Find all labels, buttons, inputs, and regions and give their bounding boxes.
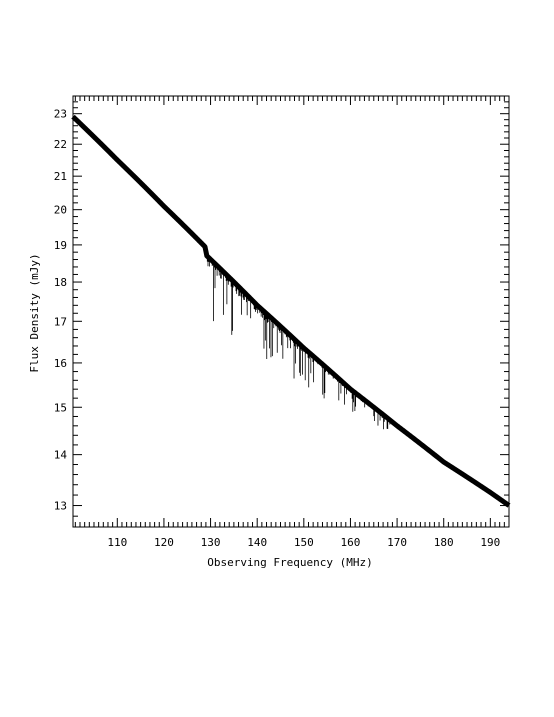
x-tick-label: 130: [201, 536, 221, 549]
x-tick-label: 150: [294, 536, 314, 549]
x-tick-label: 120: [154, 536, 174, 549]
y-tick-label: 17: [54, 315, 67, 328]
x-axis-ticks: 110 120 130 140 150 160 170 180 190: [74, 96, 510, 549]
series-noise: [205, 251, 398, 430]
y-tick-label: 21: [54, 170, 67, 183]
x-tick-label: 140: [247, 536, 267, 549]
y-tick-label: 15: [54, 401, 67, 414]
y-tick-label: 19: [54, 239, 67, 252]
x-tick-label: 170: [387, 536, 407, 549]
y-tick-label: 20: [54, 204, 67, 217]
series-layer: [70, 114, 512, 508]
y-tick-label: 22: [54, 138, 67, 151]
y-tick-label: 18: [54, 276, 67, 289]
plot-border: [72, 95, 510, 528]
y-tick-label: 16: [54, 357, 67, 370]
plot-frame: [72, 95, 510, 528]
y-tick-label: 23: [54, 108, 67, 121]
y-axis-ticks: 13 14 15 16 17 18 19 20 21 22 23: [54, 95, 509, 528]
x-tick-label: 110: [107, 536, 127, 549]
y-tick-label: 13: [54, 500, 67, 513]
y-tick-label: 14: [54, 449, 68, 462]
x-tick-label: 180: [434, 536, 454, 549]
series-line: [70, 114, 512, 508]
x-tick-label: 160: [341, 536, 361, 549]
x-axis-label: Observing Frequency (MHz): [207, 556, 373, 569]
x-tick-label: 190: [480, 536, 500, 549]
y-axis-label: Flux Density (mJy): [28, 253, 41, 372]
